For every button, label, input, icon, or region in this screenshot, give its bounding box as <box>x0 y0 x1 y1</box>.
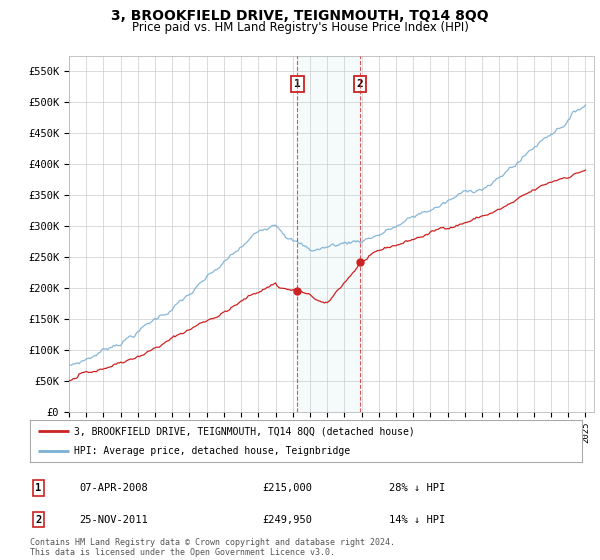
Text: 28% ↓ HPI: 28% ↓ HPI <box>389 483 445 493</box>
Text: £249,950: £249,950 <box>262 515 312 525</box>
Text: 3, BROOKFIELD DRIVE, TEIGNMOUTH, TQ14 8QQ: 3, BROOKFIELD DRIVE, TEIGNMOUTH, TQ14 8Q… <box>111 9 489 23</box>
Text: Contains HM Land Registry data © Crown copyright and database right 2024.
This d: Contains HM Land Registry data © Crown c… <box>30 538 395 557</box>
Text: 14% ↓ HPI: 14% ↓ HPI <box>389 515 445 525</box>
Text: HPI: Average price, detached house, Teignbridge: HPI: Average price, detached house, Teig… <box>74 446 350 456</box>
Text: 1: 1 <box>35 483 41 493</box>
Bar <box>298 56 360 412</box>
Text: 07-APR-2008: 07-APR-2008 <box>80 483 148 493</box>
Text: Price paid vs. HM Land Registry's House Price Index (HPI): Price paid vs. HM Land Registry's House … <box>131 21 469 34</box>
Text: 2: 2 <box>35 515 41 525</box>
Text: 2: 2 <box>356 79 363 89</box>
Text: 3, BROOKFIELD DRIVE, TEIGNMOUTH, TQ14 8QQ (detached house): 3, BROOKFIELD DRIVE, TEIGNMOUTH, TQ14 8Q… <box>74 426 415 436</box>
Text: 1: 1 <box>294 79 301 89</box>
Text: £215,000: £215,000 <box>262 483 312 493</box>
Text: 25-NOV-2011: 25-NOV-2011 <box>80 515 148 525</box>
